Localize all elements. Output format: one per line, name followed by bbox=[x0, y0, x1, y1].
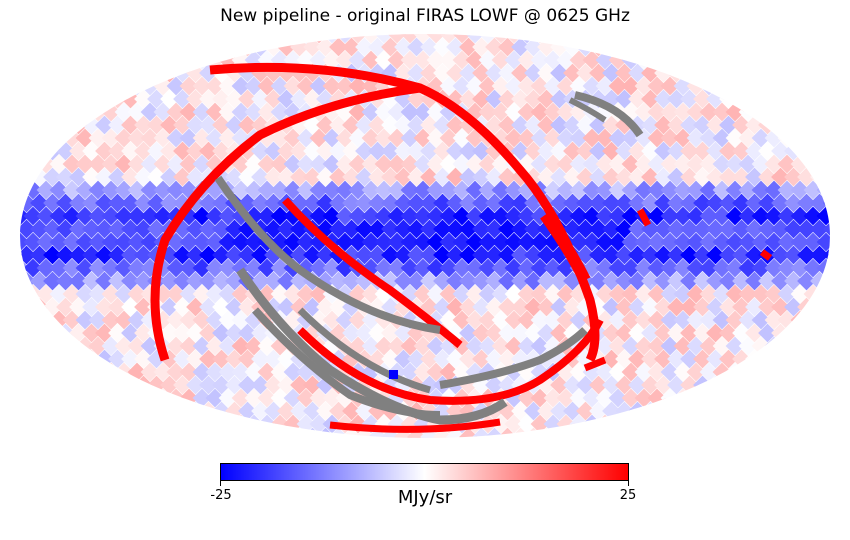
colorbar-max-tick bbox=[628, 481, 629, 486]
scan-paths bbox=[150, 62, 773, 433]
colorbar-min-label: -25 bbox=[210, 488, 232, 503]
colorbar-max-label: 25 bbox=[619, 488, 637, 503]
colorbar-min-tick bbox=[220, 481, 221, 486]
colorbar bbox=[220, 463, 629, 481]
colorbar-unit-label: MJy/sr bbox=[397, 487, 453, 508]
map-title: New pipeline - original FIRAS LOWF @ 062… bbox=[220, 6, 630, 26]
